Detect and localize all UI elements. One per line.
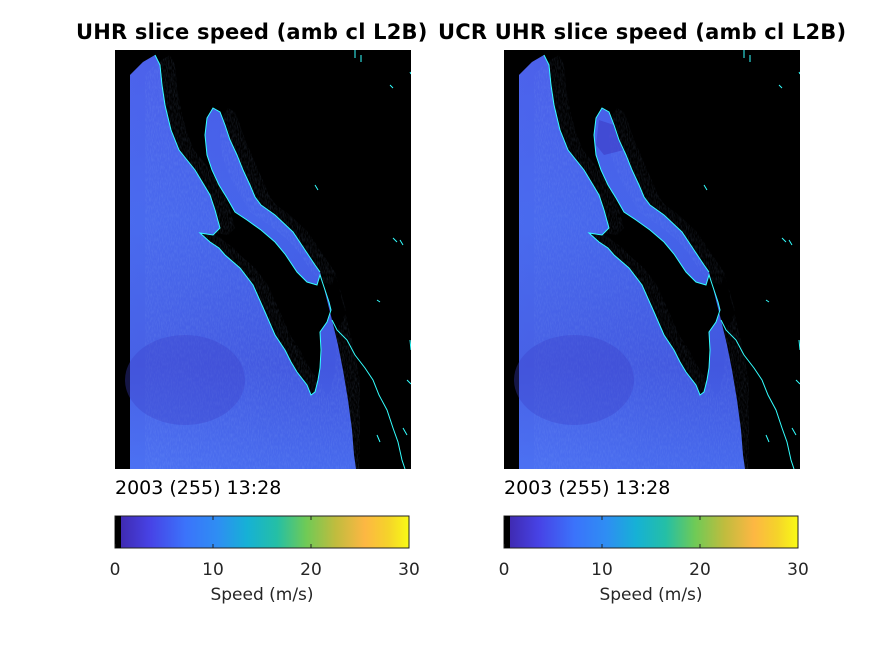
timestamp-label: 2003 (255) 13:28 <box>115 477 282 499</box>
colorbar-zero-band <box>504 516 510 548</box>
colorbar-gradient <box>114 515 410 549</box>
colorbar-zero-band <box>115 516 121 548</box>
chart-title: UCR UHR slice speed (amb cl L2B) <box>438 20 847 44</box>
colorbar-tick-label: 30 <box>787 560 809 580</box>
coastline <box>543 50 800 469</box>
colorbar-tick-label: 0 <box>499 560 510 580</box>
colorbar-label: Speed (m/s) <box>210 585 313 605</box>
panel-ucr-uhr: UCR UHR slice speed (amb cl L2B) 2003 (2… <box>389 0 846 663</box>
colorbar-tick-label: 30 <box>398 560 420 580</box>
colorbar: 0 10 20 30 Speed (m/s) <box>499 515 809 605</box>
colorbar-tick-label: 0 <box>110 560 121 580</box>
chart-title: UHR slice speed (amb cl L2B) <box>76 20 428 44</box>
panel-uhr: UHR slice speed (amb cl L2B) 2003 (255) … <box>0 0 427 663</box>
colorbar-gradient <box>503 515 799 549</box>
colorbar-tick-label: 20 <box>300 560 322 580</box>
speed-map <box>504 50 800 469</box>
colorbar: 0 10 20 30 Speed (m/s) <box>110 515 420 605</box>
colorbar-tick-label: 20 <box>689 560 711 580</box>
colorbar-label: Speed (m/s) <box>599 585 702 605</box>
colorbar-tick-label: 10 <box>591 560 613 580</box>
speed-map <box>115 50 411 469</box>
colorbar-tick-label: 10 <box>202 560 224 580</box>
timestamp-label: 2003 (255) 13:28 <box>504 477 671 499</box>
coastline <box>154 50 411 469</box>
